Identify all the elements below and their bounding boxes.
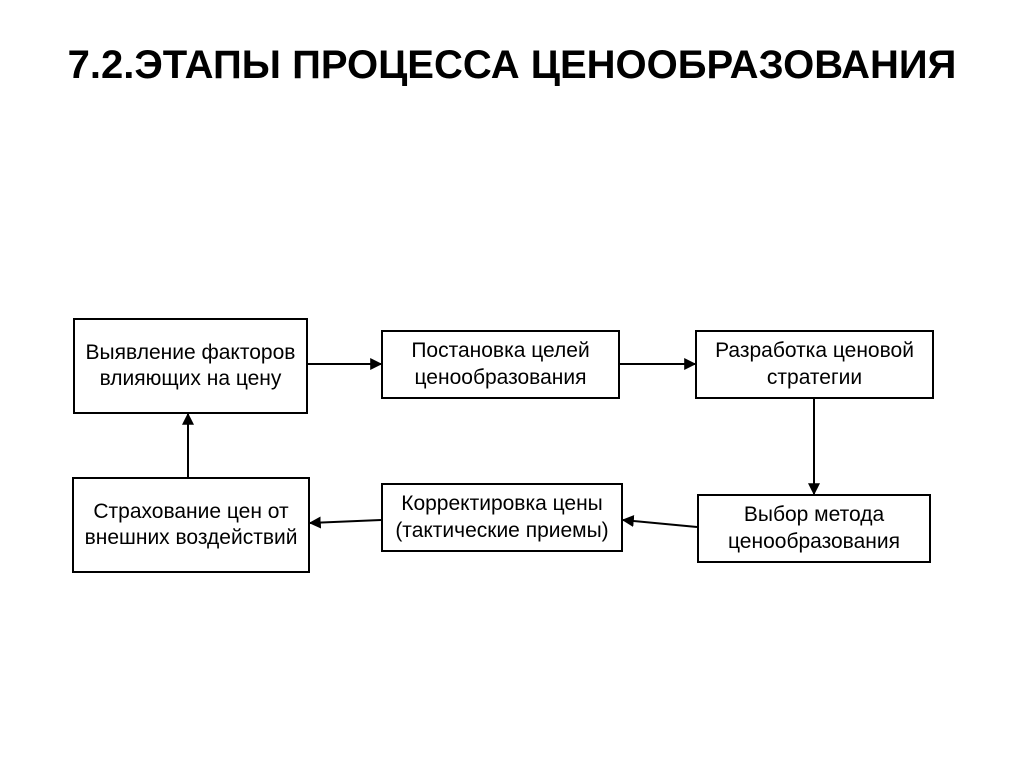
node-label: Выявление факторов влияющих на цену — [81, 340, 300, 393]
node-label: Выбор метода ценообразования — [705, 502, 923, 555]
node-label: Постановка целей ценообразования — [389, 338, 612, 391]
diagram-title: 7.2.ЭТАПЫ ПРОЦЕССА ЦЕНООБРАЗОВАНИЯ — [0, 42, 1024, 88]
node-identify-factors: Выявление факторов влияющих на цену — [73, 318, 308, 414]
diagram-canvas: 7.2.ЭТАПЫ ПРОЦЕССА ЦЕНООБРАЗОВАНИЯ Выявл… — [0, 0, 1024, 767]
node-label: Корректировка цены (тактические приемы) — [389, 491, 615, 544]
edge-arrow — [310, 520, 381, 523]
node-label: Страхование цен от внешних воздействий — [80, 499, 302, 552]
node-label: Разработка ценовой стратегии — [703, 338, 926, 391]
node-insure-prices: Страхование цен от внешних воздействий — [72, 477, 310, 573]
node-set-goals: Постановка целей ценообразования — [381, 330, 620, 399]
node-develop-strategy: Разработка ценовой стратегии — [695, 330, 934, 399]
node-adjust-price: Корректировка цены (тактические приемы) — [381, 483, 623, 552]
edge-arrow — [623, 520, 697, 527]
node-choose-method: Выбор метода ценообразования — [697, 494, 931, 563]
